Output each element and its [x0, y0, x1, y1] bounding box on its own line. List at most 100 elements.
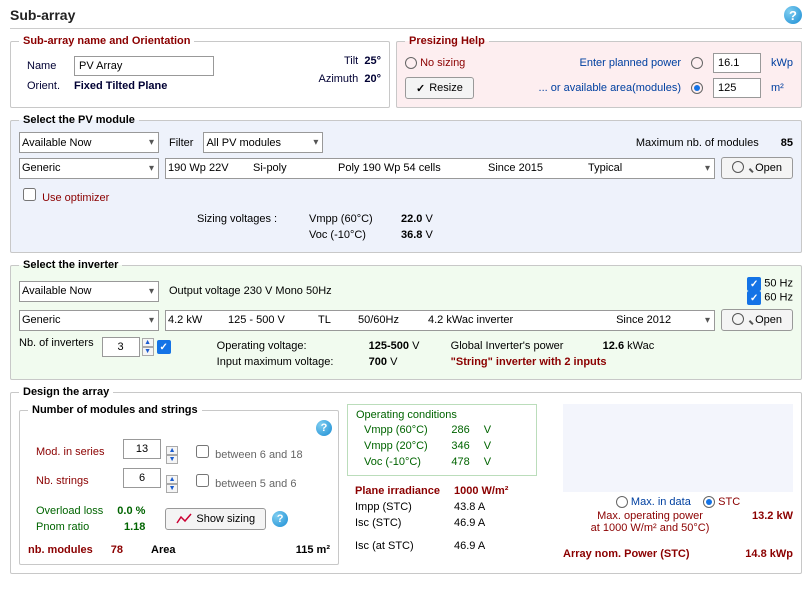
- page-title: Sub-array: [10, 7, 784, 23]
- nb-inverters-label: Nb. of inverters: [19, 337, 94, 349]
- hz50-label: 50 Hz: [764, 278, 793, 290]
- nb-modules-value: 78: [111, 544, 123, 556]
- planned-power-input[interactable]: [713, 53, 761, 73]
- presizing-legend: Presizing Help: [405, 35, 489, 47]
- mod-series-hint: between 6 and 18: [215, 449, 302, 461]
- overload-value: 0.0 %: [111, 504, 151, 518]
- max-in-data-radio[interactable]: [616, 496, 628, 508]
- nb-strings-hint-checkbox[interactable]: [196, 474, 209, 487]
- inv-output-label: Output voltage 230 V Mono 50Hz: [169, 285, 332, 297]
- area-unit: m²: [771, 82, 793, 94]
- max-modules-label: Maximum nb. of modules: [636, 137, 759, 149]
- hz60-checkbox[interactable]: [747, 291, 761, 305]
- voc-label: Voc (-10°C): [303, 228, 393, 242]
- vmpp-value: 22.0: [401, 213, 422, 225]
- name-input[interactable]: [74, 56, 214, 76]
- vmpp20-value: 346: [436, 439, 476, 453]
- help-icon[interactable]: ?: [784, 6, 802, 24]
- nb-inverters-up[interactable]: ▲: [142, 338, 154, 347]
- overload-label: Overload loss: [30, 504, 109, 518]
- mods-legend: Number of modules and strings: [28, 404, 202, 416]
- nb-strings-label: Nb. strings: [30, 467, 115, 494]
- magnify-icon: [732, 313, 751, 328]
- string-note: "String" inverter with 2 inputs: [445, 355, 661, 369]
- global-power-value: 12.6: [603, 340, 624, 352]
- pv-open-button[interactable]: Open: [721, 157, 793, 179]
- input-max-value: 700: [369, 356, 387, 368]
- pv-legend: Select the PV module: [19, 114, 139, 126]
- area-radio[interactable]: [691, 82, 703, 94]
- nb-strings-down[interactable]: ▼: [166, 484, 178, 493]
- vmpp20-label: Vmpp (20°C): [358, 439, 434, 453]
- arraynom-label: Array nom. Power (STC): [563, 548, 745, 560]
- voc-value: 36.8: [401, 229, 422, 241]
- modules-strings-group: Number of modules and strings ? Mod. in …: [19, 404, 339, 565]
- show-sizing-button[interactable]: Show sizing: [165, 508, 266, 530]
- azimuth-label: Azimuth: [318, 73, 358, 85]
- inverter-group: Select the inverter Available Now Output…: [10, 259, 802, 380]
- vmpp-label: Vmpp (60°C): [303, 212, 393, 226]
- sizing-voltages-label: Sizing voltages :: [191, 212, 301, 226]
- help-icon[interactable]: ?: [316, 420, 332, 436]
- orient-value: Fixed Tilted Plane: [68, 79, 220, 93]
- nb-inverters-down[interactable]: ▼: [142, 347, 154, 356]
- stc-radio[interactable]: [703, 496, 715, 508]
- inv-model-select[interactable]: 4.2 kW 125 - 500 V TL 50/60Hz 4.2 kWac i…: [165, 310, 715, 331]
- isc-at-value: 46.9 A: [448, 532, 514, 553]
- voc10-value: 478: [436, 455, 476, 469]
- pv-group: Select the PV module Available Now Filte…: [10, 114, 802, 253]
- magnify-icon: [732, 161, 751, 176]
- isc-at-label: Isc (at STC): [349, 532, 446, 553]
- nb-inverters-lock-checkbox[interactable]: [157, 340, 171, 354]
- nb-strings-hint: between 5 and 6: [215, 478, 296, 490]
- mod-series-input[interactable]: [123, 439, 161, 459]
- help-icon[interactable]: ?: [272, 511, 288, 527]
- area-input[interactable]: [713, 78, 761, 98]
- nb-modules-label: nb. modules: [28, 544, 93, 556]
- mod-series-up[interactable]: ▲: [166, 446, 178, 455]
- pv-availability-select[interactable]: Available Now: [19, 132, 159, 153]
- input-max-label: Input maximum voltage:: [211, 355, 361, 369]
- pv-manufacturer-select[interactable]: Generic: [19, 158, 159, 179]
- tilt-label: Tilt: [344, 55, 358, 67]
- nb-inverters-input[interactable]: [102, 337, 140, 357]
- inv-availability-select[interactable]: Available Now: [19, 281, 159, 302]
- hz50-checkbox[interactable]: [747, 277, 761, 291]
- inv-open-button[interactable]: Open: [721, 309, 793, 331]
- opcond-label: Operating conditions: [356, 409, 528, 421]
- impp-value: 43.8 A: [448, 500, 514, 514]
- planned-power-label: Enter planned power: [484, 57, 681, 69]
- pv-filter-select[interactable]: All PV modules: [203, 132, 323, 153]
- area-value-d: 115: [296, 544, 314, 556]
- area-label: ... or available area(modules): [484, 82, 681, 94]
- vmpp60-value: 286: [436, 423, 476, 437]
- inverter-legend: Select the inverter: [19, 259, 122, 271]
- voc10-label: Voc (-10°C): [358, 455, 434, 469]
- nb-strings-up[interactable]: ▲: [166, 475, 178, 484]
- isc-label: Isc (STC): [349, 516, 446, 530]
- planned-power-radio[interactable]: [691, 57, 703, 69]
- name-label: Name: [21, 55, 66, 77]
- no-sizing-radio[interactable]: [405, 57, 417, 69]
- maxop-value: 13.2: [752, 510, 773, 522]
- pv-module-select[interactable]: 190 Wp 22V Si-poly Poly 190 Wp 54 cells …: [165, 158, 715, 179]
- orientation-legend: Sub-array name and Orientation: [19, 35, 194, 47]
- use-optimizer-label: Use optimizer: [42, 192, 109, 204]
- use-optimizer-checkbox[interactable]: [23, 188, 36, 201]
- pnom-label: Pnom ratio: [30, 520, 109, 534]
- azimuth-value: 20°: [364, 73, 381, 85]
- pnom-value: 1.18: [111, 520, 151, 534]
- presizing-group: Presizing Help No sizing Enter planned p…: [396, 35, 802, 108]
- max-modules-value: 85: [781, 137, 793, 149]
- mod-series-down[interactable]: ▼: [166, 455, 178, 464]
- irradiance-value: 1000 W/m²: [448, 484, 514, 498]
- nb-strings-input[interactable]: [123, 468, 161, 488]
- vmpp60-label: Vmpp (60°C): [358, 423, 434, 437]
- inv-manufacturer-select[interactable]: Generic: [19, 310, 159, 331]
- mod-series-hint-checkbox[interactable]: [196, 445, 209, 458]
- op-voltage-value: 125-500: [369, 340, 409, 352]
- design-group: Design the array Number of modules and s…: [10, 386, 802, 574]
- max-in-data-label: Max. in data: [631, 496, 691, 508]
- resize-button[interactable]: ✓Resize: [405, 77, 474, 99]
- mod-series-label: Mod. in series: [30, 438, 115, 465]
